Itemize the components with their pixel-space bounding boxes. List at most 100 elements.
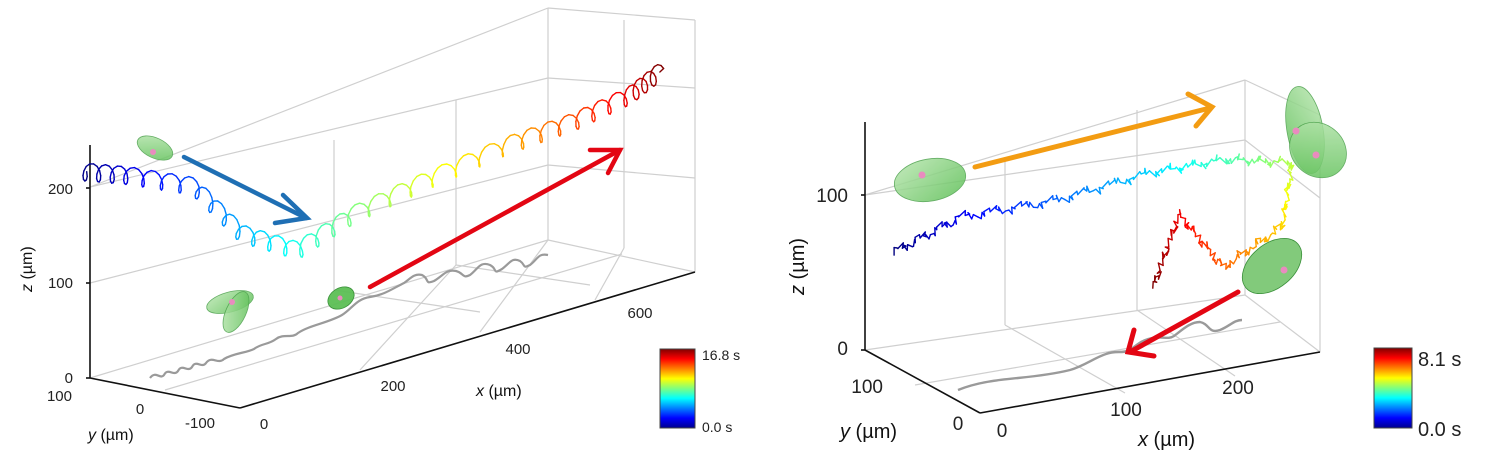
left-grid-box bbox=[89, 7, 696, 391]
trajectory-segment bbox=[637, 89, 640, 96]
trajectory-segment bbox=[146, 169, 152, 174]
left-grid-line bbox=[594, 247, 625, 301]
trajectory-segment bbox=[563, 113, 570, 118]
trajectory-segment bbox=[177, 185, 180, 192]
trajectory-segment bbox=[484, 143, 491, 148]
trajectory-segment bbox=[197, 191, 201, 198]
trajectory-segment bbox=[425, 173, 431, 178]
trajectory-segment bbox=[354, 202, 361, 206]
trajectory-segment bbox=[141, 175, 145, 182]
trajectory-segment bbox=[651, 65, 655, 72]
trajectory-segment bbox=[1101, 180, 1110, 189]
trajectory-segment bbox=[1237, 158, 1244, 161]
trajectory-segment bbox=[1011, 206, 1013, 215]
right-grid-line bbox=[1244, 294, 1321, 353]
trajectory-segment bbox=[235, 228, 240, 235]
trajectory-segment bbox=[158, 174, 163, 181]
left-z-tick-200: 200 bbox=[48, 181, 73, 198]
trajectory-segment bbox=[517, 135, 523, 140]
trajectory-segment bbox=[945, 221, 952, 228]
trajectory-segment bbox=[96, 165, 101, 172]
trajectory-segment bbox=[237, 225, 243, 230]
trajectory-segment bbox=[299, 242, 302, 251]
trajectory-segment bbox=[347, 219, 349, 226]
trajectory-segment bbox=[367, 206, 370, 214]
trajectory-segment bbox=[1198, 234, 1202, 245]
trajectory-segment bbox=[593, 112, 596, 119]
trajectory-segment bbox=[358, 202, 365, 206]
right-x-axis bbox=[979, 351, 1321, 414]
trajectory-segment bbox=[1232, 258, 1238, 265]
left-grid-line bbox=[89, 164, 549, 284]
trajectory-segment bbox=[1070, 190, 1078, 197]
left-grid-line bbox=[547, 239, 696, 273]
panel-left: 0 100 200 100 0 -100 0 200 400 600 z (µm… bbox=[19, 7, 740, 444]
right-y-tick-0: 0 bbox=[953, 414, 964, 435]
trajectory-segment bbox=[513, 133, 520, 137]
trajectory-segment bbox=[269, 239, 272, 247]
trajectory-segment bbox=[509, 133, 516, 137]
trajectory-segment bbox=[1281, 158, 1289, 166]
trajectory-segment bbox=[591, 104, 596, 112]
trajectory-segment bbox=[249, 227, 254, 234]
trajectory-segment bbox=[320, 222, 327, 227]
left-axes bbox=[86, 145, 696, 409]
trajectory-segment bbox=[1013, 200, 1022, 209]
trajectory-segment bbox=[1235, 253, 1239, 260]
trajectory-segment bbox=[137, 168, 143, 175]
trajectory-segment bbox=[1259, 158, 1267, 164]
trajectory-segment bbox=[540, 124, 545, 132]
right-x-tick-100: 100 bbox=[1110, 400, 1142, 421]
left-x-tick-600: 600 bbox=[627, 305, 652, 322]
trajectory-segment bbox=[368, 200, 372, 208]
left-y-tick-100: 100 bbox=[47, 388, 72, 405]
left-cell-end bbox=[327, 286, 355, 310]
trajectory-segment bbox=[450, 164, 456, 170]
trajectory-segment bbox=[645, 80, 649, 87]
trajectory-segment bbox=[521, 134, 525, 141]
trajectory-segment bbox=[285, 240, 290, 246]
trajectory-segment bbox=[1161, 165, 1169, 174]
trajectory-segment bbox=[1117, 177, 1122, 184]
trajectory-segment bbox=[624, 89, 628, 96]
trajectory-segment bbox=[1205, 158, 1213, 168]
left-cell-mid bbox=[206, 290, 254, 333]
trajectory-segment bbox=[1132, 170, 1141, 181]
trajectory-segment bbox=[1194, 162, 1202, 168]
trajectory-segment bbox=[501, 143, 505, 151]
trajectory-segment bbox=[405, 184, 411, 190]
trajectory-segment bbox=[1286, 191, 1290, 202]
trajectory-segment bbox=[252, 231, 258, 237]
trajectory-segment bbox=[1173, 220, 1178, 228]
trajectory-segment bbox=[1237, 153, 1240, 160]
trajectory-segment bbox=[332, 226, 336, 232]
trajectory-segment bbox=[331, 221, 334, 229]
trajectory-segment bbox=[923, 232, 930, 240]
trajectory-segment bbox=[82, 170, 85, 177]
trajectory-segment bbox=[410, 180, 414, 188]
trajectory-segment bbox=[1259, 236, 1267, 244]
trajectory-segment bbox=[1248, 246, 1251, 256]
trajectory-segment bbox=[154, 170, 160, 176]
trajectory-segment bbox=[205, 187, 211, 193]
trajectory-segment bbox=[1272, 225, 1277, 235]
trajectory-segment bbox=[126, 173, 129, 180]
trajectory-segment bbox=[980, 211, 983, 220]
right-arrow-red bbox=[1124, 289, 1241, 359]
right-x-label: x (µm) bbox=[1137, 429, 1195, 451]
trajectory-segment bbox=[1187, 162, 1193, 168]
trajectory-segment bbox=[129, 166, 136, 169]
trajectory-segment bbox=[263, 231, 269, 237]
right-z-tick-0: 0 bbox=[837, 339, 848, 360]
right-grid-line bbox=[1004, 324, 1126, 394]
left-grid-line bbox=[89, 239, 549, 379]
left-z-tick-100: 100 bbox=[48, 275, 73, 292]
trajectory-segment bbox=[178, 180, 182, 187]
trajectory-segment bbox=[1167, 237, 1170, 248]
trajectory-segment bbox=[347, 208, 352, 216]
trajectory-segment bbox=[238, 230, 241, 238]
trajectory-segment bbox=[232, 214, 238, 221]
trajectory-segment bbox=[572, 114, 578, 120]
left-x-axis bbox=[239, 271, 696, 409]
trajectory-segment bbox=[150, 169, 157, 173]
